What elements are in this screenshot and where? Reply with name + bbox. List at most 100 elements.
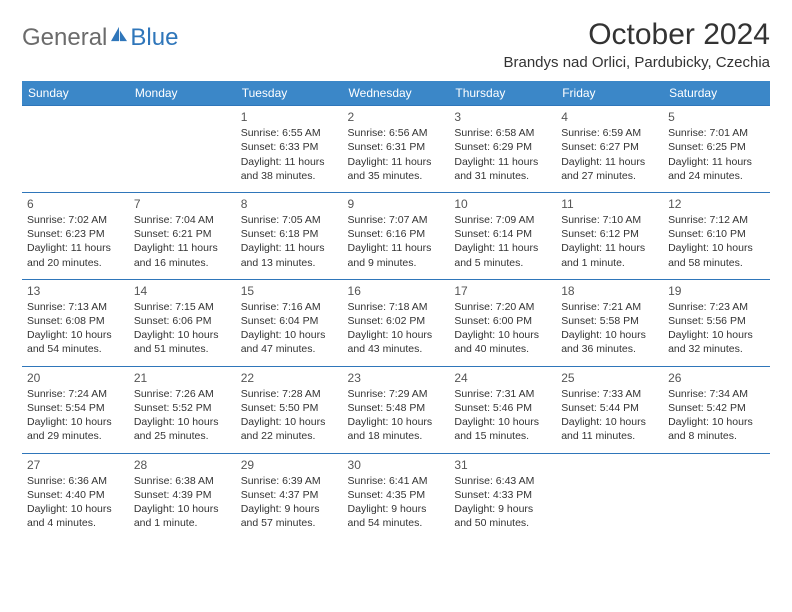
calendar-cell [556,453,663,539]
weekday-header: Friday [556,81,663,106]
day-details: Sunrise: 7:12 AMSunset: 6:10 PMDaylight:… [668,213,765,270]
calendar-cell: 30Sunrise: 6:41 AMSunset: 4:35 PMDayligh… [343,453,450,539]
calendar-cell: 19Sunrise: 7:23 AMSunset: 5:56 PMDayligh… [663,279,770,366]
calendar-cell: 8Sunrise: 7:05 AMSunset: 6:18 PMDaylight… [236,192,343,279]
day-details: Sunrise: 7:34 AMSunset: 5:42 PMDaylight:… [668,387,765,444]
calendar-cell: 31Sunrise: 6:43 AMSunset: 4:33 PMDayligh… [449,453,556,539]
day-details: Sunrise: 7:15 AMSunset: 6:06 PMDaylight:… [134,300,231,357]
day-number: 18 [561,283,658,299]
day-number: 2 [348,109,445,125]
calendar-week-row: 1Sunrise: 6:55 AMSunset: 6:33 PMDaylight… [22,106,770,193]
day-number: 26 [668,370,765,386]
calendar-cell: 20Sunrise: 7:24 AMSunset: 5:54 PMDayligh… [22,366,129,453]
calendar-cell: 22Sunrise: 7:28 AMSunset: 5:50 PMDayligh… [236,366,343,453]
weekday-header: Saturday [663,81,770,106]
calendar-cell [129,106,236,193]
title-block: October 2024 Brandys nad Orlici, Pardubi… [504,18,771,71]
day-number: 13 [27,283,124,299]
calendar-cell: 23Sunrise: 7:29 AMSunset: 5:48 PMDayligh… [343,366,450,453]
calendar-week-row: 13Sunrise: 7:13 AMSunset: 6:08 PMDayligh… [22,279,770,366]
day-number: 3 [454,109,551,125]
day-number: 28 [134,457,231,473]
weekday-header: Tuesday [236,81,343,106]
calendar-cell: 17Sunrise: 7:20 AMSunset: 6:00 PMDayligh… [449,279,556,366]
day-number: 29 [241,457,338,473]
day-number: 12 [668,196,765,212]
day-details: Sunrise: 7:10 AMSunset: 6:12 PMDaylight:… [561,213,658,270]
day-details: Sunrise: 7:01 AMSunset: 6:25 PMDaylight:… [668,126,765,183]
calendar-cell: 9Sunrise: 7:07 AMSunset: 6:16 PMDaylight… [343,192,450,279]
calendar-cell: 1Sunrise: 6:55 AMSunset: 6:33 PMDaylight… [236,106,343,193]
calendar-cell: 10Sunrise: 7:09 AMSunset: 6:14 PMDayligh… [449,192,556,279]
day-details: Sunrise: 6:59 AMSunset: 6:27 PMDaylight:… [561,126,658,183]
calendar-cell: 16Sunrise: 7:18 AMSunset: 6:02 PMDayligh… [343,279,450,366]
weekday-header-row: Sunday Monday Tuesday Wednesday Thursday… [22,81,770,106]
location-text: Brandys nad Orlici, Pardubicky, Czechia [504,54,771,71]
logo-text-general: General [22,24,107,52]
calendar-cell: 21Sunrise: 7:26 AMSunset: 5:52 PMDayligh… [129,366,236,453]
calendar-cell: 27Sunrise: 6:36 AMSunset: 4:40 PMDayligh… [22,453,129,539]
day-number: 6 [27,196,124,212]
day-number: 31 [454,457,551,473]
calendar-cell: 26Sunrise: 7:34 AMSunset: 5:42 PMDayligh… [663,366,770,453]
day-details: Sunrise: 7:18 AMSunset: 6:02 PMDaylight:… [348,300,445,357]
day-details: Sunrise: 7:26 AMSunset: 5:52 PMDaylight:… [134,387,231,444]
day-number: 17 [454,283,551,299]
day-number: 21 [134,370,231,386]
day-number: 23 [348,370,445,386]
day-number: 24 [454,370,551,386]
day-number: 10 [454,196,551,212]
day-number: 1 [241,109,338,125]
day-details: Sunrise: 7:05 AMSunset: 6:18 PMDaylight:… [241,213,338,270]
day-number: 5 [668,109,765,125]
day-number: 25 [561,370,658,386]
day-details: Sunrise: 7:13 AMSunset: 6:08 PMDaylight:… [27,300,124,357]
calendar-cell: 29Sunrise: 6:39 AMSunset: 4:37 PMDayligh… [236,453,343,539]
calendar-cell [22,106,129,193]
day-number: 11 [561,196,658,212]
calendar-week-row: 6Sunrise: 7:02 AMSunset: 6:23 PMDaylight… [22,192,770,279]
logo-sail-icon [110,26,128,42]
day-number: 15 [241,283,338,299]
calendar-cell: 28Sunrise: 6:38 AMSunset: 4:39 PMDayligh… [129,453,236,539]
weekday-header: Sunday [22,81,129,106]
calendar-cell: 15Sunrise: 7:16 AMSunset: 6:04 PMDayligh… [236,279,343,366]
calendar-cell: 24Sunrise: 7:31 AMSunset: 5:46 PMDayligh… [449,366,556,453]
weekday-header: Monday [129,81,236,106]
calendar-week-row: 20Sunrise: 7:24 AMSunset: 5:54 PMDayligh… [22,366,770,453]
day-details: Sunrise: 7:24 AMSunset: 5:54 PMDaylight:… [27,387,124,444]
calendar-cell: 13Sunrise: 7:13 AMSunset: 6:08 PMDayligh… [22,279,129,366]
calendar-cell: 2Sunrise: 6:56 AMSunset: 6:31 PMDaylight… [343,106,450,193]
calendar-cell: 25Sunrise: 7:33 AMSunset: 5:44 PMDayligh… [556,366,663,453]
day-number: 22 [241,370,338,386]
calendar-cell: 12Sunrise: 7:12 AMSunset: 6:10 PMDayligh… [663,192,770,279]
day-number: 27 [27,457,124,473]
day-details: Sunrise: 6:43 AMSunset: 4:33 PMDaylight:… [454,474,551,531]
calendar-cell: 14Sunrise: 7:15 AMSunset: 6:06 PMDayligh… [129,279,236,366]
calendar-cell: 6Sunrise: 7:02 AMSunset: 6:23 PMDaylight… [22,192,129,279]
calendar-week-row: 27Sunrise: 6:36 AMSunset: 4:40 PMDayligh… [22,453,770,539]
page-header: General Blue October 2024 Brandys nad Or… [22,18,770,71]
day-number: 20 [27,370,124,386]
day-details: Sunrise: 7:07 AMSunset: 6:16 PMDaylight:… [348,213,445,270]
day-number: 14 [134,283,231,299]
day-details: Sunrise: 6:58 AMSunset: 6:29 PMDaylight:… [454,126,551,183]
month-title: October 2024 [504,18,771,52]
day-number: 19 [668,283,765,299]
calendar-cell: 5Sunrise: 7:01 AMSunset: 6:25 PMDaylight… [663,106,770,193]
calendar-cell: 7Sunrise: 7:04 AMSunset: 6:21 PMDaylight… [129,192,236,279]
calendar-cell: 11Sunrise: 7:10 AMSunset: 6:12 PMDayligh… [556,192,663,279]
day-number: 4 [561,109,658,125]
day-details: Sunrise: 7:21 AMSunset: 5:58 PMDaylight:… [561,300,658,357]
logo-text-blue: Blue [130,24,178,52]
day-details: Sunrise: 7:28 AMSunset: 5:50 PMDaylight:… [241,387,338,444]
calendar-cell: 18Sunrise: 7:21 AMSunset: 5:58 PMDayligh… [556,279,663,366]
day-details: Sunrise: 7:23 AMSunset: 5:56 PMDaylight:… [668,300,765,357]
day-number: 8 [241,196,338,212]
day-details: Sunrise: 6:41 AMSunset: 4:35 PMDaylight:… [348,474,445,531]
day-details: Sunrise: 7:20 AMSunset: 6:00 PMDaylight:… [454,300,551,357]
calendar-cell: 3Sunrise: 6:58 AMSunset: 6:29 PMDaylight… [449,106,556,193]
day-details: Sunrise: 7:02 AMSunset: 6:23 PMDaylight:… [27,213,124,270]
day-details: Sunrise: 7:16 AMSunset: 6:04 PMDaylight:… [241,300,338,357]
day-details: Sunrise: 6:55 AMSunset: 6:33 PMDaylight:… [241,126,338,183]
